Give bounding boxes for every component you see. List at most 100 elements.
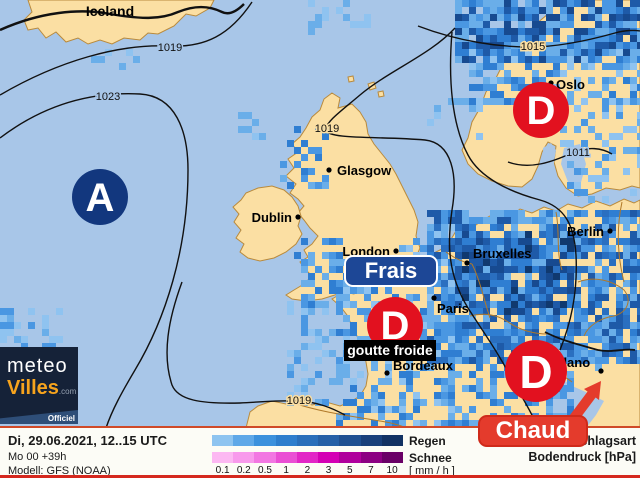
- precip-cell: [616, 336, 623, 343]
- precip-cell: [511, 392, 518, 399]
- precip-cell: [322, 399, 329, 406]
- precip-cell: [574, 42, 581, 49]
- precip-cell: [574, 105, 581, 112]
- precip-cell: [301, 392, 308, 399]
- precip-cell: [49, 336, 56, 343]
- precip-cell: [581, 189, 588, 196]
- precip-cell: [539, 301, 546, 308]
- scale-tick: 10: [386, 465, 398, 476]
- precip-cell: [602, 175, 609, 182]
- precip-cell: [574, 294, 581, 301]
- precip-cell: [637, 133, 640, 140]
- precip-cell: [602, 336, 609, 343]
- precip-cell: [469, 322, 476, 329]
- precip-cell: [420, 308, 427, 315]
- precip-cell: [238, 126, 245, 133]
- precip-cell: [462, 238, 469, 245]
- precip-cell: [623, 294, 630, 301]
- precip-cell: [588, 7, 595, 14]
- precip-cell: [532, 252, 539, 259]
- precip-cell: [525, 399, 532, 406]
- precip-cell: [497, 343, 504, 350]
- precip-cell: [511, 336, 518, 343]
- precip-cell: [630, 322, 637, 329]
- precip-cell: [413, 371, 420, 378]
- precip-cell: [301, 329, 308, 336]
- precip-cell: [574, 189, 581, 196]
- precip-cell: [637, 266, 640, 273]
- scale-segment: [381, 452, 403, 463]
- scale-tick: 0.5: [258, 465, 272, 476]
- precip-cell: [630, 217, 637, 224]
- precip-cell: [595, 301, 602, 308]
- precip-cell: [364, 294, 371, 301]
- precip-cell: [525, 301, 532, 308]
- precip-cell: [539, 308, 546, 315]
- precip-cell: [616, 63, 623, 70]
- precip-cell: [329, 280, 336, 287]
- precip-cell: [427, 322, 434, 329]
- precip-cell: [434, 392, 441, 399]
- precip-cell: [455, 357, 462, 364]
- precip-cell: [378, 399, 385, 406]
- precip-cell: [637, 322, 640, 329]
- precip-cell: [336, 252, 343, 259]
- precip-cell: [280, 175, 287, 182]
- precip-cell: [406, 371, 413, 378]
- precip-cell: [581, 252, 588, 259]
- precip-cell: [308, 301, 315, 308]
- precip-cell: [441, 231, 448, 238]
- precip-cell: [252, 119, 259, 126]
- precip-cell: [427, 245, 434, 252]
- precip-cell: [350, 322, 357, 329]
- precip-cell: [595, 42, 602, 49]
- precip-cell: [623, 266, 630, 273]
- precip-cell: [581, 308, 588, 315]
- precip-cell: [525, 322, 532, 329]
- precip-cell: [504, 49, 511, 56]
- precip-cell: [553, 273, 560, 280]
- precip-cell: [553, 301, 560, 308]
- precip-cell: [518, 77, 525, 84]
- precip-cell: [588, 63, 595, 70]
- precip-cell: [595, 14, 602, 21]
- precip-cell: [476, 245, 483, 252]
- precip-cell: [504, 28, 511, 35]
- precip-cell: [476, 392, 483, 399]
- precip-cell: [637, 210, 640, 217]
- precip-cell: [623, 308, 630, 315]
- precip-cell: [448, 378, 455, 385]
- precip-cell: [469, 301, 476, 308]
- precip-cell: [609, 252, 616, 259]
- precip-cell: [476, 259, 483, 266]
- precip-cell: [511, 14, 518, 21]
- precip-cell: [21, 343, 28, 350]
- precip-cell: [357, 413, 364, 420]
- precip-cell: [567, 245, 574, 252]
- precip-cell: [630, 77, 637, 84]
- precip-cell: [623, 28, 630, 35]
- precip-cell: [301, 301, 308, 308]
- precip-cell: [490, 273, 497, 280]
- precip-cell: [490, 210, 497, 217]
- precip-cell: [476, 105, 483, 112]
- surface-pressure-label: Bodendruck [hPa]: [528, 450, 636, 464]
- precip-cell: [427, 210, 434, 217]
- precip-cell: [602, 63, 609, 70]
- precip-cell: [476, 133, 483, 140]
- precip-cell: [483, 357, 490, 364]
- precip-cell: [441, 392, 448, 399]
- precip-cell: [574, 35, 581, 42]
- precip-cell: [567, 378, 574, 385]
- precip-cell: [637, 315, 640, 322]
- precip-cell: [329, 238, 336, 245]
- precip-cell: [546, 329, 553, 336]
- precip-cell: [630, 91, 637, 98]
- precip-cell: [322, 252, 329, 259]
- precip-cell: [357, 406, 364, 413]
- precip-cell: [301, 399, 308, 406]
- precip-cell: [581, 315, 588, 322]
- precip-cell: [455, 266, 462, 273]
- goutte-froide-annotation: goutte froide: [344, 340, 436, 361]
- precip-cell: [469, 28, 476, 35]
